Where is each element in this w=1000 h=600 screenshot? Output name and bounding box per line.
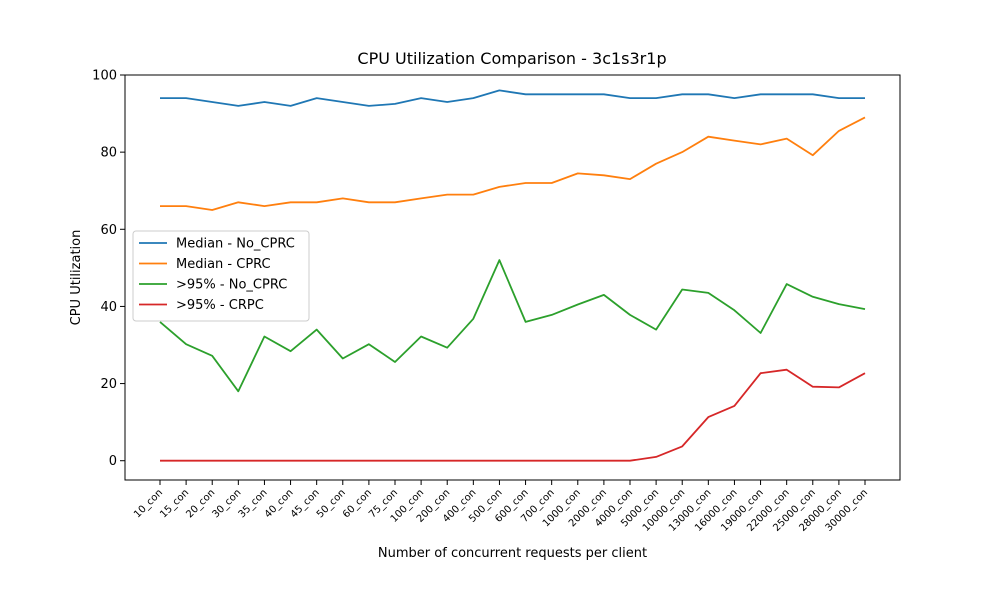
y-tick-label: 0 — [109, 454, 117, 469]
y-tick-label: 80 — [100, 146, 117, 161]
y-tick-label: 60 — [100, 223, 117, 238]
series-line-1 — [160, 116, 866, 211]
x-axis: 10_con15_con20_con30_con35_con40_con45_c… — [132, 480, 870, 534]
x-axis-title: Number of concurrent requests per client — [378, 546, 647, 561]
y-tick-label: 20 — [100, 377, 117, 392]
y-tick-label: 100 — [92, 69, 117, 84]
y-tick-label: 40 — [100, 300, 117, 315]
legend-label: >95% - CRPC — [176, 298, 264, 313]
y-axis-title: CPU Utilization — [69, 230, 84, 326]
series-line-3 — [160, 368, 866, 462]
legend-box — [132, 230, 310, 322]
legend-label: Median - CPRC — [176, 257, 271, 272]
series-line-0 — [160, 89, 865, 107]
legend: Median - No_CPRC Median - CPRC >95% - No_C… — [132, 230, 310, 322]
plot-frame — [124, 74, 901, 481]
series-line-2 — [159, 259, 866, 393]
chart-title: CPU Utilization Comparison - 3c1s3r1p — [357, 49, 666, 68]
y-axis: 0 20 40 60 80 100 — [92, 69, 125, 469]
legend-label: >95% - No_CPRC — [176, 278, 287, 293]
legend-label: Median - No_CPRC — [176, 237, 295, 252]
plot-area — [159, 89, 866, 462]
